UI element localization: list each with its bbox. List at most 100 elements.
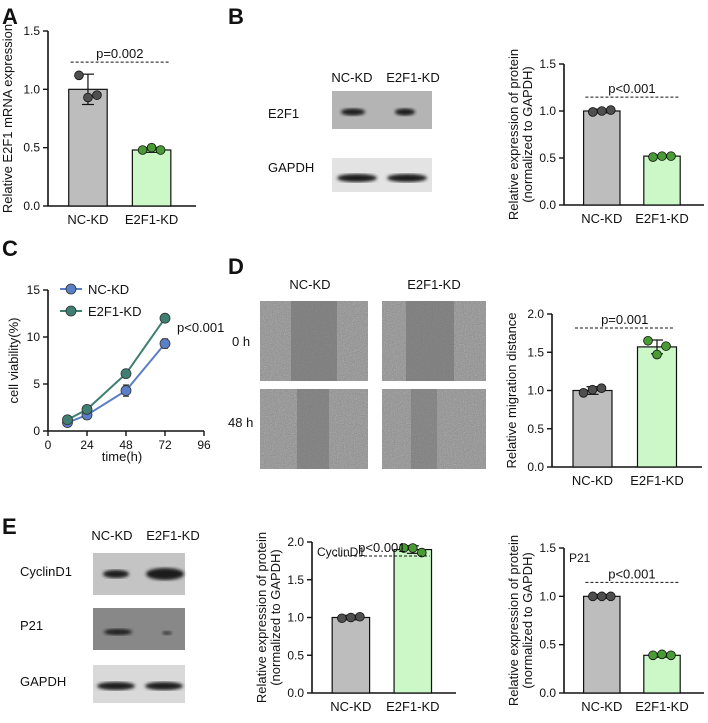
legend-label: NC-KD	[88, 282, 129, 297]
blot-e-band-gapdh-nc	[97, 682, 135, 690]
data-point	[578, 387, 589, 398]
p-value-label: p=0.001	[601, 312, 648, 327]
x-category-label: E2F1-KD	[125, 212, 178, 227]
y-tick-label: 15	[27, 283, 41, 297]
western-blot-b: NC-KD E2F1-KD E2F1 GAPDH	[268, 70, 440, 192]
data-point	[146, 142, 157, 153]
micro-col-e2f1: E2F1-KD	[407, 277, 460, 292]
series-line	[67, 342, 166, 424]
data-point	[661, 341, 671, 351]
blot-e-membrane-p21	[93, 608, 185, 650]
y-tick-label: 5	[33, 377, 40, 391]
y-axis-label: (normalized to GAPDH)	[520, 66, 535, 203]
data-point	[657, 151, 667, 161]
blot-e-band-gapdh-kd	[145, 682, 183, 690]
data-point	[643, 335, 653, 346]
bar	[636, 346, 678, 468]
data-point	[159, 312, 171, 324]
y-axis-label: (normalized to GAPDH)	[268, 549, 283, 686]
y-tick-label: 0.5	[23, 141, 40, 155]
legend-label: E2F1-KD	[88, 304, 141, 319]
panel-label-a: A	[2, 4, 18, 29]
legend-marker	[65, 305, 77, 317]
data-point	[666, 650, 676, 661]
y-tick-label: 0.0	[23, 199, 40, 213]
micrograph-e2f1-0h	[382, 301, 486, 381]
migration-micrographs: NC-KD E2F1-KD 0 h 48 h	[228, 277, 486, 469]
data-point	[587, 384, 598, 395]
y-tick-label: 0.5	[287, 648, 304, 662]
micro-row-0h: 0 h	[232, 334, 250, 349]
data-point	[62, 414, 73, 426]
legend-marker	[65, 283, 77, 295]
y-axis-label: (normalized to GAPDH)	[520, 552, 535, 689]
y-axis-label: Relative migration distance	[504, 312, 519, 468]
y-tick-label: 0.0	[539, 198, 556, 212]
data-point	[81, 403, 93, 415]
data-point	[652, 349, 662, 360]
y-tick-label: 2.0	[287, 535, 304, 549]
blot-e-row-gapdh: GAPDH	[20, 674, 66, 689]
y-tick-label: 0.0	[539, 686, 556, 700]
y-axis-label: Relative expression of protein	[506, 49, 521, 220]
y-tick-label: 0.0	[287, 686, 304, 700]
y-tick-label: 1.0	[539, 104, 556, 118]
panel-label-e: E	[2, 514, 17, 539]
data-point	[596, 106, 607, 116]
p-value-label: p<0.001	[608, 81, 655, 96]
panel-inner-label: P21	[569, 551, 591, 565]
blot-e-band-cyclind1-kd	[146, 568, 184, 580]
data-point	[596, 591, 607, 602]
micrograph-e2f1-48h	[382, 389, 486, 469]
data-point	[120, 385, 132, 396]
data-point	[407, 543, 418, 553]
x-category-label: NC-KD	[330, 699, 371, 714]
x-category-label: NC-KD	[572, 473, 613, 488]
bar	[582, 595, 621, 694]
chart-d-migration: 0.0 0.5 1.0 1.5 2.0 Relative migration distan…	[504, 307, 702, 488]
data-point	[657, 649, 667, 660]
blot-b-lane-e2f1: E2F1-KD	[386, 70, 439, 85]
y-tick-label: 1.0	[527, 384, 544, 398]
data-point	[346, 612, 356, 623]
blot-b-band-gapdh-kd	[387, 174, 427, 182]
data-point	[587, 591, 598, 602]
x-category-label: E2F1-KD	[386, 699, 439, 714]
y-tick-label: 0.5	[527, 422, 544, 436]
y-tick-label: 1.0	[287, 611, 304, 625]
blot-e-row-p21: P21	[20, 618, 43, 633]
y-tick-label: 1.5	[539, 541, 556, 555]
bar	[582, 110, 621, 206]
blot-e-lane-e2f1: E2F1-KD	[146, 528, 199, 543]
p-value-label: p=0.002	[96, 46, 143, 61]
p-value-label: p<0.001	[608, 566, 655, 581]
series-line	[67, 317, 166, 421]
chart-a-e2f1-mrna: 0.0 0.5 1.0 1.5 Relative E2F1 mRNA expressio…	[0, 24, 196, 227]
y-axis-label: Relative expression of protein	[254, 532, 269, 703]
x-tick-label: 72	[158, 438, 172, 452]
y-tick-label: 0.5	[539, 638, 556, 652]
data-point	[137, 145, 148, 155]
bar	[393, 548, 433, 694]
chart-e-p21: 0.0 0.5 1.0 1.5 Relative expression of prote…	[506, 535, 704, 714]
chart-e-cyclind1: 0.0 0.5 1.0 1.5 2.0 Relative expression of pr…	[254, 532, 456, 714]
y-tick-label: 1.5	[539, 57, 556, 71]
data-point	[355, 611, 365, 622]
data-point	[666, 151, 676, 161]
blot-e-lane-nc: NC-KD	[91, 528, 132, 543]
bar	[331, 616, 371, 694]
blot-b-band-gapdh-nc	[337, 174, 377, 182]
data-point	[83, 92, 93, 103]
blot-e-band-cyclind1-nc	[103, 570, 129, 578]
data-point	[74, 70, 84, 81]
y-axis-label: cell viability(%)	[6, 318, 21, 404]
blot-b-row-gapdh: GAPDH	[268, 160, 314, 175]
bar	[572, 389, 613, 468]
data-point	[648, 650, 658, 661]
data-point	[648, 152, 658, 162]
data-point	[587, 107, 598, 117]
blot-b-band-e2f1-kd	[395, 108, 415, 116]
y-tick-label: 10	[27, 330, 41, 344]
